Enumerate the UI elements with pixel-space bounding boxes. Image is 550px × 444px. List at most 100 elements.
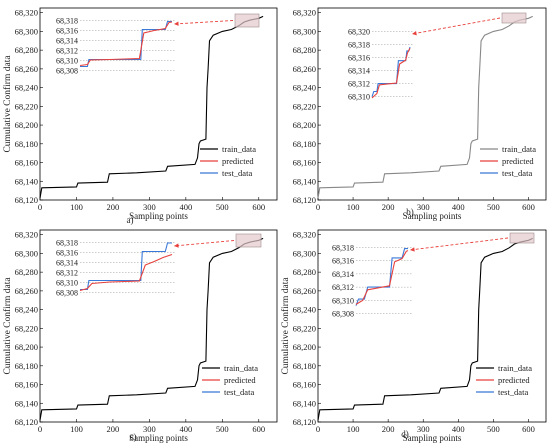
inset-series-predicted [371, 48, 411, 99]
x-tick-label: 300 [417, 202, 430, 212]
y-tick-label: 68,160 [293, 158, 316, 168]
inset-tick-label: 68,316 [56, 249, 78, 258]
y-axis-label: Cumulative Confirm data [2, 55, 13, 153]
legend-label: test_data [498, 387, 528, 397]
legend-label: train_data [222, 144, 256, 154]
x-tick-label: 0 [316, 202, 320, 212]
y-tick-label: 68,260 [15, 286, 38, 296]
y-tick-label: 68,220 [293, 323, 316, 333]
inset-tick-label: 68,308 [332, 310, 354, 319]
x-tick-label: 500 [216, 202, 229, 212]
y-tick-label: 68,320 [15, 8, 38, 18]
y-tick-label: 68,280 [15, 45, 38, 55]
y-tick-label: 68,220 [15, 101, 38, 111]
x-tick-label: 100 [70, 424, 83, 434]
inset-tick-label: 68,316 [56, 27, 78, 36]
x-tick-label: 100 [347, 202, 360, 212]
y-tick-label: 68,140 [15, 398, 38, 408]
zoom-arrowhead [174, 243, 179, 248]
chart-panel-1: 68,120 68,140 68,160 68,180 68,200 68,220 68,2… [2, 7, 278, 225]
legend-label: test_data [222, 168, 252, 178]
inset-tick-label: 68,312 [348, 80, 370, 89]
y-tick-label: 68,120 [293, 195, 316, 205]
inset-tick-label: 68,316 [348, 53, 370, 62]
x-tick-label: 300 [417, 424, 430, 434]
x-axis-label: Sampling points [129, 211, 188, 221]
y-tick-label: 68,200 [293, 342, 316, 352]
zoom-arrow [173, 20, 234, 25]
inset-chart: 68,320 68,318 68,316 68,314 68,312 68,310 [348, 27, 414, 102]
zoom-arrowhead [410, 247, 415, 252]
panel-label: d) [401, 429, 409, 439]
legend-label: predicted [498, 375, 530, 385]
inset-tick-label: 68,308 [56, 67, 78, 76]
legend: train_data predicted test_data [200, 144, 256, 178]
series-line-train-data [39, 237, 264, 421]
y-tick-label: 68,140 [293, 176, 316, 186]
legend-label: predicted [502, 156, 534, 166]
legend-label: predicted [224, 375, 256, 385]
y-tick-label: 68,120 [293, 417, 316, 427]
x-tick-label: 200 [382, 202, 395, 212]
inset-tick-label: 68,318 [56, 17, 78, 26]
x-axis-label: Sampling points [403, 211, 462, 221]
y-tick-label: 68,180 [293, 361, 316, 371]
zoom-arrow [411, 17, 501, 35]
y-tick-label: 68,220 [293, 101, 316, 111]
plot-frame [317, 229, 547, 423]
y-tick-label: 68,280 [15, 267, 38, 277]
x-tick-label: 600 [522, 202, 535, 212]
y-tick-label: 68,260 [293, 64, 316, 74]
x-tick-label: 0 [316, 424, 320, 434]
zoom-highlight-box [501, 12, 527, 24]
legend: train_data predicted test_data [202, 363, 258, 397]
zoom-arrowhead [412, 31, 417, 36]
y-axis-label: Cumulative Confirm data [280, 277, 291, 375]
chart-panel-4: 68,120 68,140 68,160 68,180 68,200 68,220 68,2… [280, 229, 547, 443]
y-tick-label: 68,220 [15, 323, 38, 333]
y-tick-label: 68,300 [15, 248, 38, 258]
zoom-highlight-box [235, 233, 262, 248]
inset-tick-label: 68,314 [56, 37, 78, 46]
x-axis-label: Sampling points [129, 433, 188, 443]
legend-label: test_data [224, 387, 254, 397]
zoom-highlight-box [509, 232, 535, 244]
y-tick-label: 68,240 [293, 305, 316, 315]
x-tick-label: 400 [179, 202, 192, 212]
legend: train_data predicted test_data [476, 363, 532, 397]
y-tick-label: 68,260 [15, 64, 38, 74]
y-tick-label: 68,120 [15, 417, 38, 427]
panel-label: a) [127, 215, 134, 225]
inset-tick-label: 68,314 [332, 270, 354, 279]
inset-tick-label: 68,310 [56, 279, 78, 288]
y-tick-label: 68,300 [15, 26, 38, 36]
legend-label: test_data [502, 168, 532, 178]
y-tick-label: 68,200 [293, 120, 316, 130]
y-tick-label: 68,320 [293, 230, 316, 240]
y-tick-label: 68,180 [15, 139, 38, 149]
panel-label: b) [406, 207, 414, 217]
plot-frame [39, 7, 278, 201]
inset-tick-label: 68,314 [348, 67, 370, 76]
y-tick-label: 68,200 [15, 342, 38, 352]
inset-tick-label: 68,312 [332, 283, 354, 292]
x-tick-label: 0 [38, 202, 42, 212]
y-tick-label: 68,200 [15, 120, 38, 130]
y-tick-label: 68,240 [293, 83, 316, 93]
y-tick-label: 68,280 [293, 267, 316, 277]
x-tick-label: 200 [107, 202, 120, 212]
y-tick-label: 68,180 [293, 139, 316, 149]
y-tick-label: 68,140 [15, 176, 38, 186]
inset-series-predicted [79, 253, 173, 292]
inset-series-test-data [355, 248, 408, 306]
y-tick-label: 68,160 [15, 380, 38, 390]
zoom-arrow [173, 240, 235, 247]
y-tick-label: 68,300 [293, 248, 316, 258]
y-tick-label: 68,120 [15, 195, 38, 205]
y-tick-label: 68,260 [293, 286, 316, 296]
x-tick-label: 100 [347, 424, 360, 434]
